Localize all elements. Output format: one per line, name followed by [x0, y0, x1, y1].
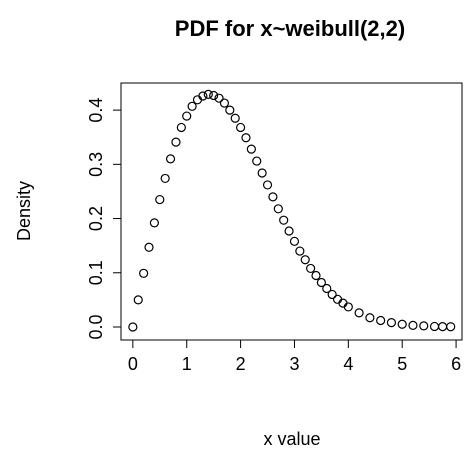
point — [182, 111, 192, 121]
point — [429, 321, 440, 332]
point — [230, 113, 240, 123]
y-tick-label: 0.1 — [86, 260, 106, 285]
point — [133, 295, 143, 305]
chart-title: PDF for x~weibull(2,2) — [175, 16, 405, 41]
point — [209, 90, 219, 101]
point — [397, 319, 407, 329]
point — [214, 93, 224, 103]
point — [149, 218, 159, 228]
point — [343, 302, 353, 312]
point — [306, 263, 316, 274]
point — [219, 98, 230, 108]
point — [128, 322, 138, 332]
point — [176, 122, 186, 133]
point — [203, 89, 213, 99]
point — [365, 313, 375, 323]
point — [354, 308, 364, 318]
point — [295, 246, 305, 256]
point — [386, 318, 397, 328]
x-axis-label: x value — [263, 429, 320, 449]
y-axis-label: Density — [14, 181, 34, 241]
point — [257, 168, 267, 178]
point — [438, 322, 448, 332]
point — [327, 289, 337, 300]
x-tick-label: 4 — [343, 354, 353, 374]
point — [139, 268, 149, 278]
point — [252, 156, 262, 166]
point — [262, 180, 273, 190]
point — [241, 133, 251, 143]
x-tick-label: 6 — [451, 354, 461, 374]
point — [235, 122, 246, 133]
point — [376, 315, 386, 326]
x-tick-label: 1 — [182, 354, 192, 374]
point — [300, 255, 310, 265]
point — [316, 277, 326, 288]
point — [289, 236, 300, 246]
point — [311, 270, 321, 281]
point — [198, 91, 208, 101]
x-tick-label: 0 — [128, 354, 138, 374]
point — [279, 215, 289, 225]
plot-box — [120, 82, 463, 341]
x-tick-label: 5 — [397, 354, 407, 374]
point — [284, 226, 294, 236]
point — [225, 105, 235, 115]
point — [165, 154, 176, 164]
point — [187, 101, 197, 111]
point — [144, 242, 154, 252]
y-tick-label: 0.2 — [86, 206, 106, 231]
y-tick-label: 0.0 — [86, 314, 106, 339]
point — [155, 194, 165, 205]
point — [408, 320, 418, 330]
point — [273, 204, 283, 214]
point — [322, 283, 332, 294]
y-tick-label: 0.4 — [86, 98, 106, 123]
x-tick-label: 3 — [289, 354, 299, 374]
point — [446, 322, 456, 332]
point — [160, 173, 170, 184]
point — [419, 321, 429, 331]
y-tick-label: 0.3 — [86, 152, 106, 177]
point — [246, 144, 256, 154]
point — [171, 137, 181, 147]
x-tick-label: 2 — [236, 354, 246, 374]
point — [268, 192, 278, 202]
